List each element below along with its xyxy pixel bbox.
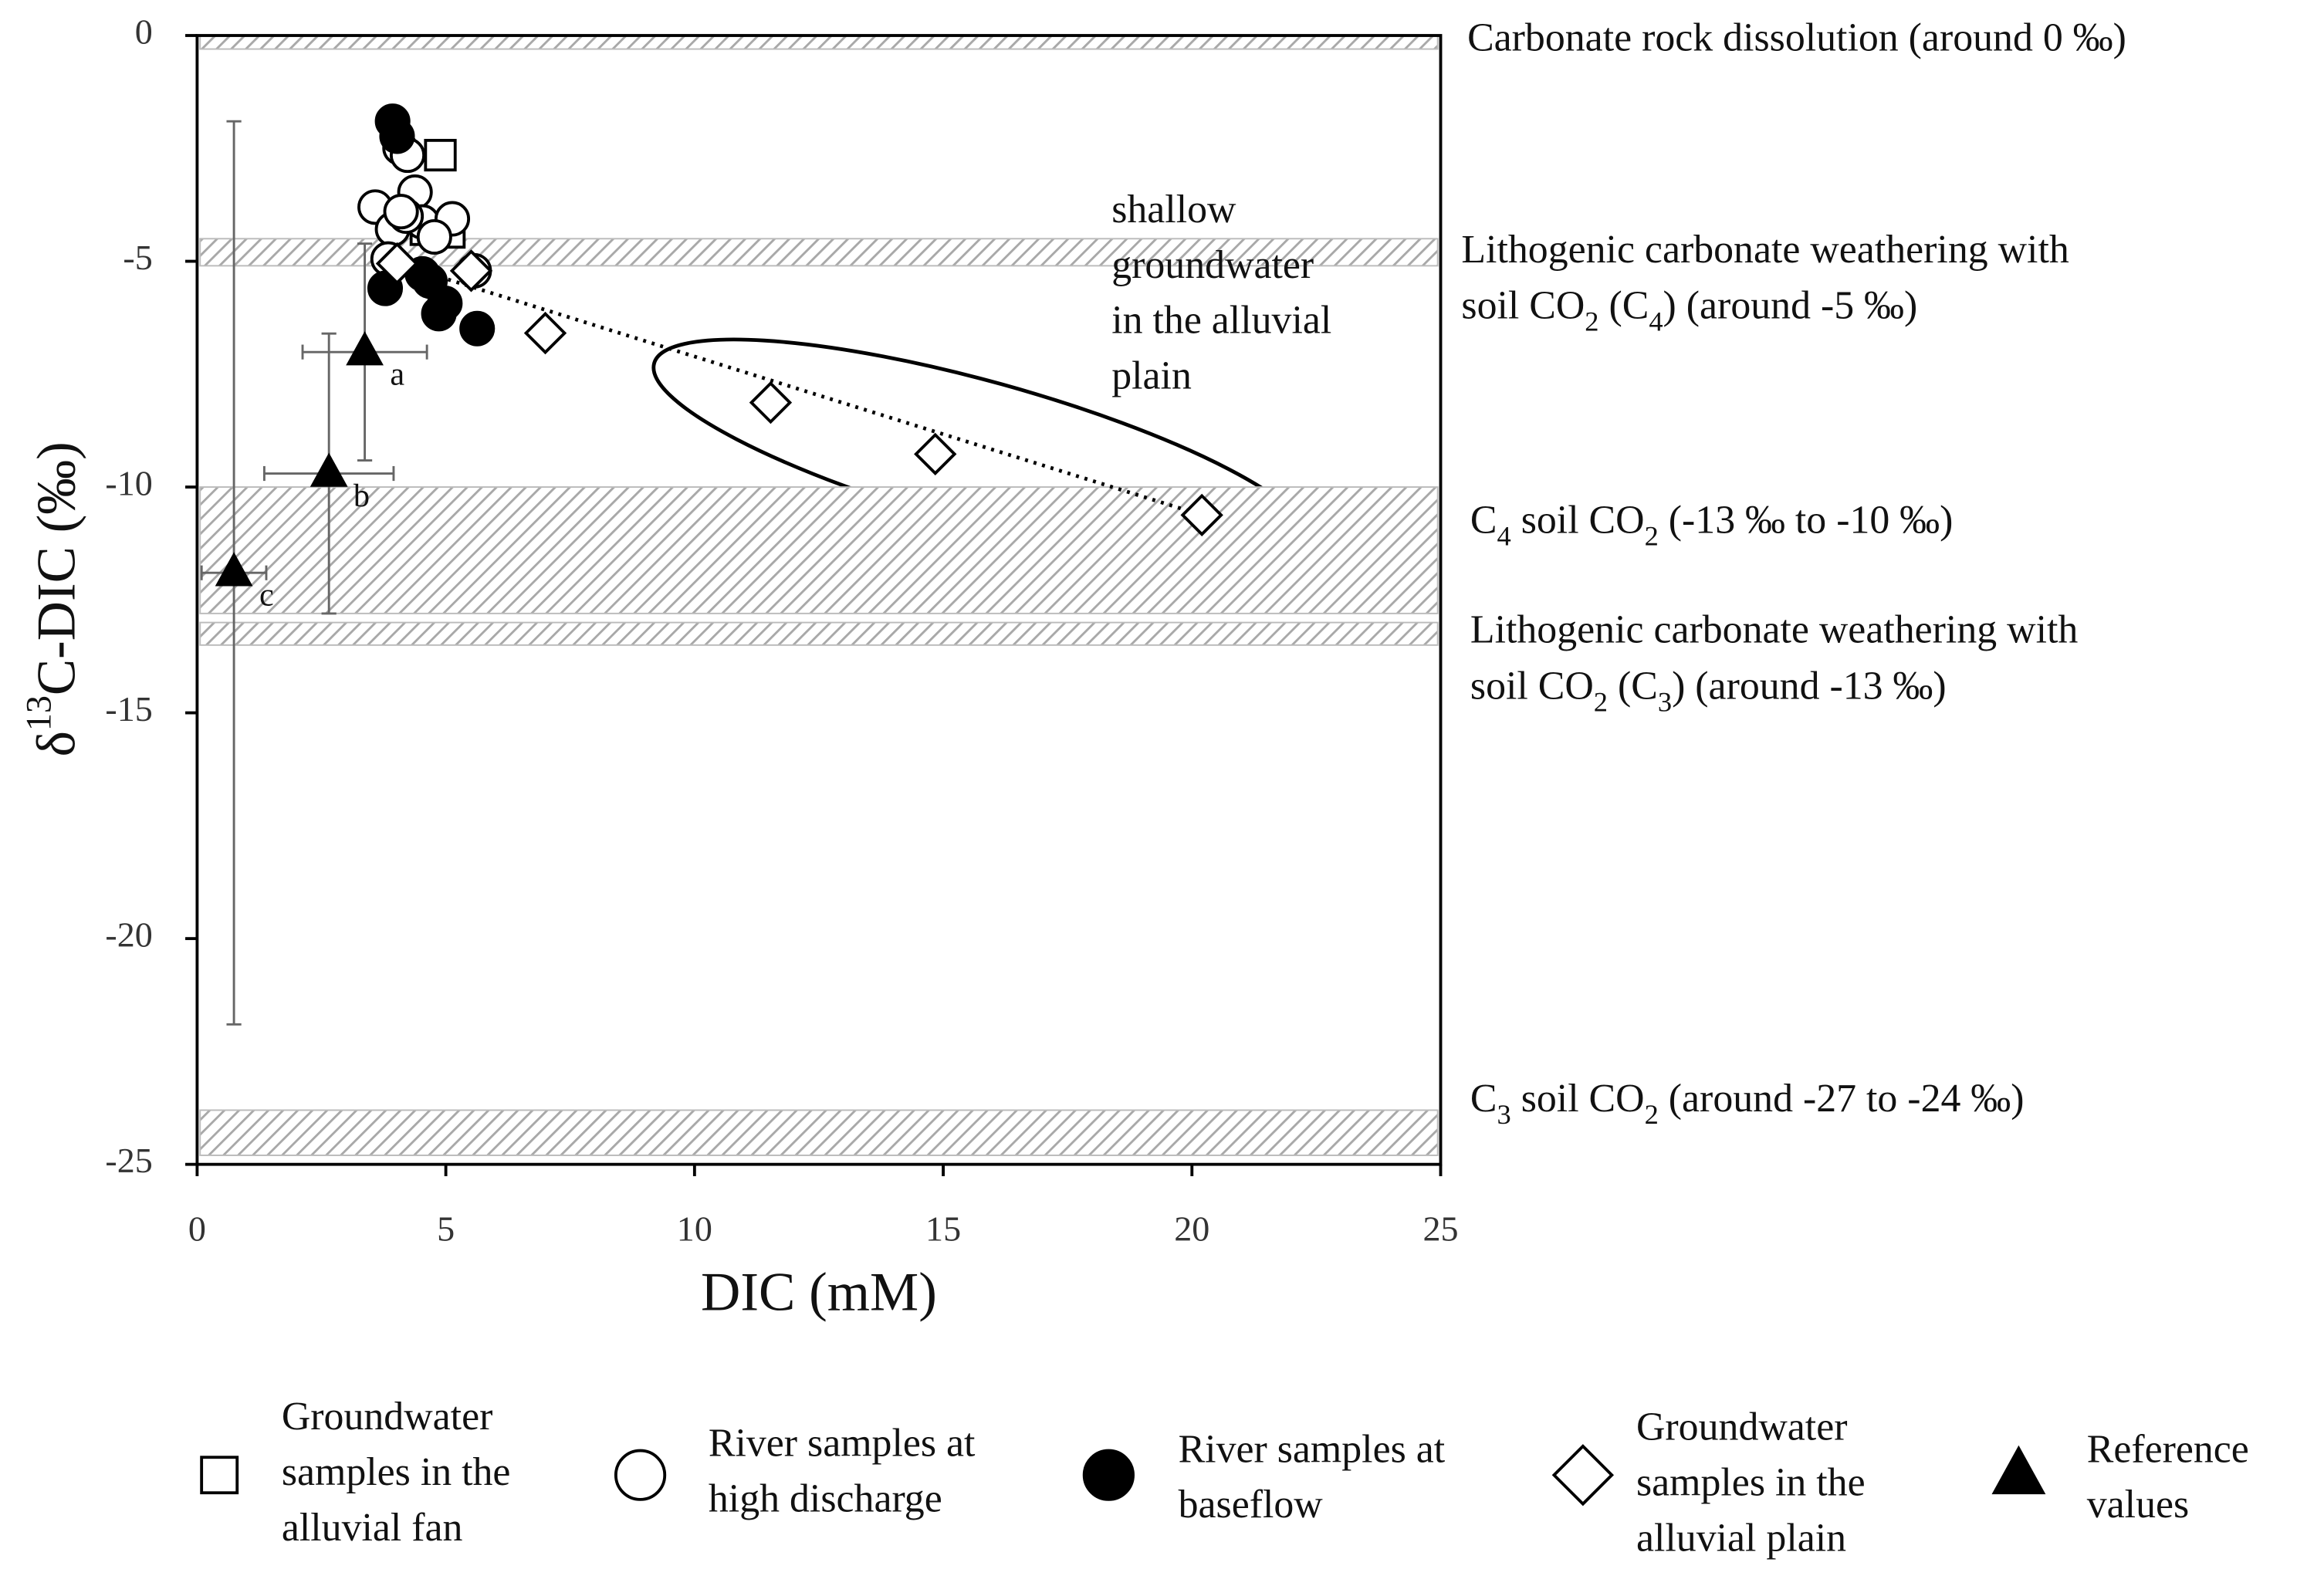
label-part: soil CO (1461, 284, 1585, 328)
point-label: c (259, 577, 274, 614)
y-title-part: δ (27, 731, 87, 756)
legend-label: high discharge (709, 1477, 942, 1521)
y-tick-label: -15 (105, 689, 152, 729)
point (215, 552, 253, 587)
point (424, 138, 457, 172)
point (375, 242, 419, 286)
point (310, 452, 348, 487)
point-label: a (390, 356, 404, 392)
legend-label: River samples at (709, 1422, 976, 1466)
point (459, 310, 496, 347)
y-title-part: C-DIC (‰) (27, 441, 87, 695)
legend-marker (614, 1449, 667, 1501)
label-part: soil CO (1511, 499, 1645, 543)
point (379, 118, 415, 154)
legend-label: alluvial plain (1636, 1516, 1846, 1560)
band-label: soil CO2 (C3) (around -13 ‰) (1470, 664, 1947, 717)
label-part: (around -27 to -24 ‰) (1659, 1077, 2025, 1121)
subscript: 2 (1645, 1100, 1659, 1131)
legend-label: Groundwater (1636, 1405, 1848, 1449)
label-part: Carbonate rock dissolution (around 0 ‰) (1467, 16, 2126, 60)
x-tick-label: 20 (1174, 1209, 1209, 1248)
subscript: 2 (1585, 306, 1598, 337)
x-tick-label: 10 (677, 1209, 712, 1248)
x-tick-label: 25 (1422, 1209, 1458, 1248)
y-tick-label: -10 (105, 464, 152, 503)
label-part: (C (1608, 664, 1658, 708)
label-part: ) (around -13 ‰) (1672, 664, 1947, 708)
label-part: Lithogenic carbonate weathering with (1461, 228, 2069, 272)
label-part: (C (1599, 284, 1649, 328)
legend-label: samples in the (1636, 1461, 1866, 1505)
point (523, 311, 567, 355)
subscript: 3 (1497, 1100, 1511, 1131)
legend-label: baseflow (1179, 1483, 1324, 1527)
point (421, 296, 457, 332)
x-axis-title: DIC (mM) (701, 1263, 937, 1323)
band-label: Lithogenic carbonate weathering with (1470, 607, 2078, 651)
legend-label: samples in the (282, 1450, 511, 1494)
annotation: in the alluvial (1111, 299, 1331, 343)
legend-marker (1551, 1444, 1615, 1507)
band-label: Carbonate rock dissolution (around 0 ‰) (1467, 16, 2126, 60)
point (346, 331, 384, 366)
label-part: C (1470, 1077, 1497, 1121)
point (383, 194, 419, 230)
subscript: 3 (1658, 687, 1672, 718)
y-title-part: 13 (19, 695, 59, 731)
plot-frame (195, 34, 1443, 1166)
legend-label: Groundwater (282, 1395, 493, 1439)
hatched-band (199, 35, 1439, 50)
x-tick-label: 5 (437, 1209, 455, 1248)
x-tick-label: 0 (188, 1209, 206, 1248)
y-axis-title: δ13C-DIC (‰) (19, 441, 87, 756)
y-tick-label: 0 (135, 12, 153, 52)
band-label: soil CO2 (C4) (around -5 ‰) (1461, 284, 1917, 337)
subscript: 4 (1497, 521, 1511, 552)
point (749, 381, 793, 424)
subscript: 4 (1649, 306, 1663, 337)
trend-line (396, 262, 1203, 517)
legend-label: alluvial fan (282, 1506, 463, 1550)
hatched-band (199, 621, 1439, 646)
label-part: ) (around -5 ‰) (1663, 284, 1918, 328)
subscript: 2 (1645, 521, 1659, 552)
hatched-band (199, 486, 1439, 614)
legend-label: Reference (2087, 1427, 2249, 1471)
label-part: soil CO (1470, 664, 1594, 708)
legend-marker (1082, 1449, 1135, 1501)
legend-marker (1991, 1445, 2046, 1495)
annotation: shallow (1111, 188, 1236, 232)
legend-label: River samples at (1179, 1427, 1446, 1471)
hatched-band (199, 1109, 1439, 1156)
point (914, 432, 957, 475)
point (449, 249, 493, 293)
label-part: (-13 ‰ to -10 ‰) (1659, 499, 1954, 543)
subscript: 2 (1594, 687, 1608, 718)
band-label: C3 soil CO2 (around -27 to -24 ‰) (1470, 1077, 2025, 1130)
label-part: C (1470, 499, 1497, 543)
band-label: Lithogenic carbonate weathering with (1461, 228, 2069, 272)
point (1180, 493, 1223, 536)
annotation: groundwater (1111, 243, 1314, 287)
label-part: soil CO (1511, 1077, 1645, 1121)
y-tick-label: -5 (123, 238, 152, 277)
point-label: b (354, 478, 370, 514)
annotation: plain (1111, 354, 1192, 398)
y-tick-label: -20 (105, 915, 152, 955)
x-tick-label: 15 (925, 1209, 961, 1248)
legend-label: values (2087, 1483, 2189, 1527)
legend-marker (200, 1456, 239, 1495)
point (416, 218, 452, 255)
y-tick-label: -25 (105, 1141, 152, 1180)
band-label: C4 soil CO2 (-13 ‰ to -10 ‰) (1470, 499, 1953, 552)
label-part: Lithogenic carbonate weathering with (1470, 607, 2078, 651)
